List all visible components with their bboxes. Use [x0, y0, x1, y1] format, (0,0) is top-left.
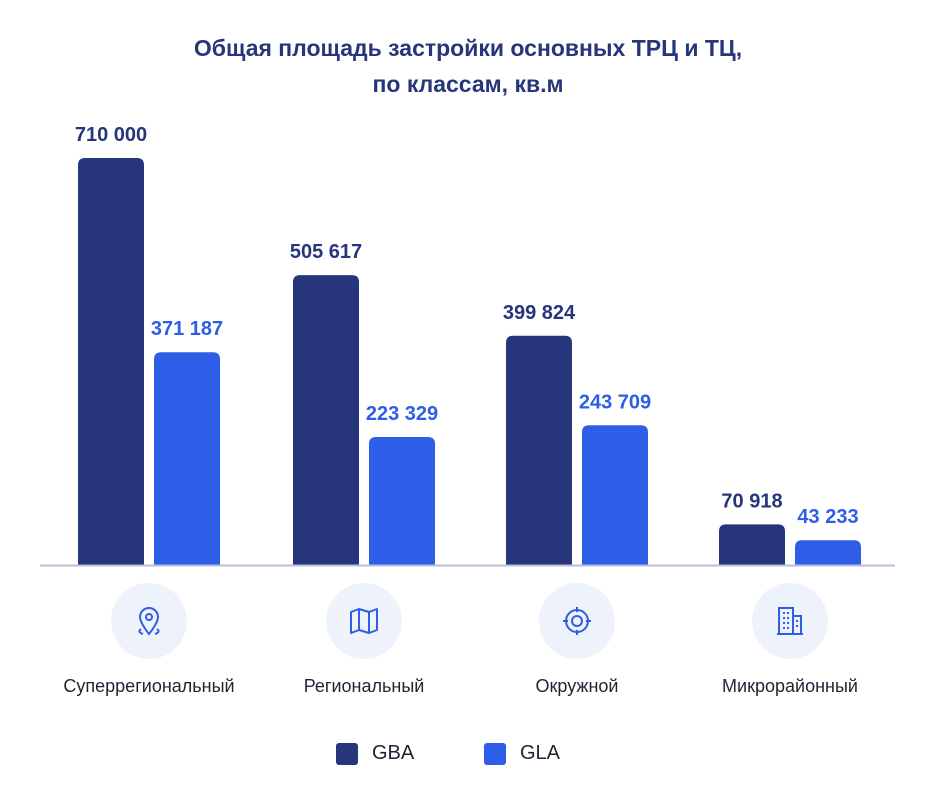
category-label: Микрорайонный: [722, 676, 858, 696]
bar-chart: 710 000 371 187 505 617 223 329 399 824 243 7…: [40, 124, 895, 567]
chart-legend: GBA GLA: [0, 742, 936, 768]
category-label: Суперрегиональный: [63, 676, 235, 696]
map-pin-icon: [138, 607, 160, 636]
bar-gba-2: [293, 275, 359, 565]
legend-swatch-gla: [484, 742, 506, 765]
data-label-gba-1: 710 000: [75, 124, 147, 146]
chart-title-line-2: по классам, кв.м: [372, 71, 564, 97]
data-label-gla-3: 243 709: [579, 391, 651, 413]
category-district: Окружной: [467, 583, 687, 697]
map-icon: [350, 608, 378, 634]
chart-title-line-1: Общая площадь застройки основных ТРЦ и Т…: [193, 35, 743, 61]
data-label-gba-3: 399 824: [503, 302, 576, 324]
bar-gla-2: [369, 436, 435, 565]
data-label-gba-4: 70 918: [721, 490, 782, 512]
category-icon-circle: [752, 583, 828, 659]
legend-label-gba: GBA: [372, 742, 415, 764]
category-icon-circle: [539, 583, 615, 659]
data-label-gla-1: 371 187: [151, 318, 223, 340]
category-label: Окружной: [535, 676, 619, 696]
legend-label-gla: GLA: [520, 742, 561, 764]
chart-title: Общая площадь застройки основных ТРЦ и Т…: [0, 30, 936, 102]
category-superregional: Суперрегиональный: [39, 583, 259, 697]
bar-gla-1: [154, 352, 220, 565]
target-icon: [563, 607, 591, 635]
bar-gla-4: [795, 540, 861, 565]
category-row: Суперрегиональный Региональный Окружной: [0, 583, 936, 703]
data-label-gla-4: 43 233: [797, 506, 858, 528]
legend-item-gla: GLA: [484, 742, 560, 765]
category-icon-circle: [111, 583, 187, 659]
bar-gba-3: [506, 335, 572, 565]
bar-gba-4: [719, 524, 785, 565]
data-label-gla-2: 223 329: [366, 403, 438, 425]
category-icon-circle: [326, 583, 402, 659]
legend-item-gba: GBA: [336, 742, 414, 765]
legend-swatch-gba: [336, 742, 358, 765]
category-microdistrict: Микрорайонный: [680, 583, 900, 697]
bar-gla-3: [582, 425, 648, 565]
bar-gba-1: [78, 158, 144, 565]
building-icon: [777, 607, 803, 635]
data-label-gba-2: 505 617: [290, 241, 362, 263]
category-label: Региональный: [303, 676, 425, 696]
category-regional: Региональный: [254, 583, 474, 697]
